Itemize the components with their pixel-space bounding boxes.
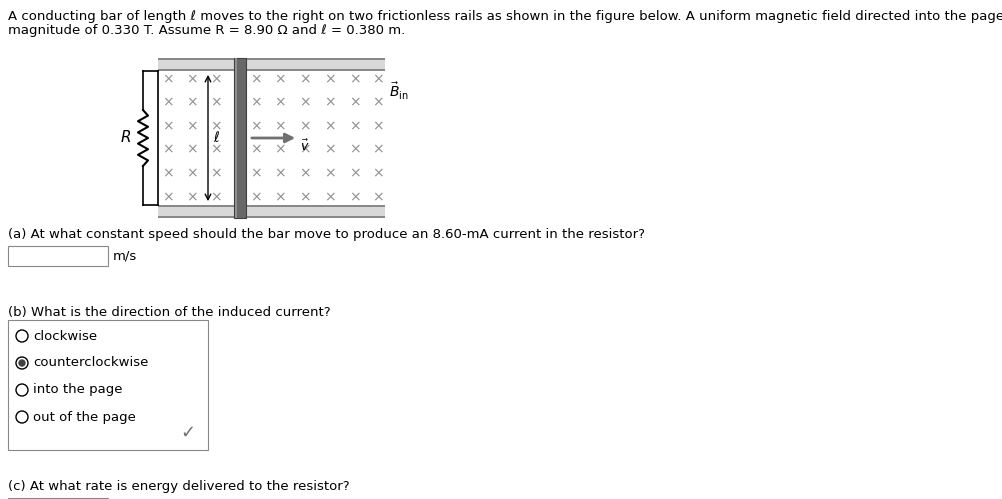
Text: ×: × [349, 190, 361, 204]
Text: ×: × [300, 166, 311, 181]
Text: ×: × [325, 190, 336, 204]
Text: ×: × [275, 190, 286, 204]
Text: ×: × [349, 119, 361, 133]
Text: ×: × [250, 190, 262, 204]
Text: $\vec{v}$: $\vec{v}$ [300, 138, 310, 154]
Text: ×: × [162, 143, 173, 157]
Text: ×: × [275, 72, 286, 86]
Text: ×: × [372, 96, 384, 110]
Text: ×: × [372, 72, 384, 86]
Text: m/s: m/s [113, 250, 137, 262]
Text: ×: × [300, 119, 311, 133]
Text: ×: × [250, 143, 262, 157]
Text: R: R [120, 131, 131, 146]
Text: ×: × [186, 166, 197, 181]
Bar [234, 58, 246, 218]
Text: ×: × [325, 96, 336, 110]
Text: ×: × [372, 166, 384, 181]
Text: ×: × [300, 143, 311, 157]
Text: ×: × [186, 143, 197, 157]
Text: ×: × [162, 190, 173, 204]
Text: ×: × [325, 119, 336, 133]
Text: ×: × [162, 72, 173, 86]
Text: ×: × [210, 72, 221, 86]
Text: counterclockwise: counterclockwise [33, 356, 148, 369]
Bar [8, 320, 208, 450]
Text: ×: × [210, 96, 221, 110]
Text: ×: × [325, 166, 336, 181]
Text: ×: × [349, 96, 361, 110]
Text: ×: × [300, 190, 311, 204]
Text: $\vec{B}_{\mathrm{in}}$: $\vec{B}_{\mathrm{in}}$ [389, 80, 409, 101]
Text: ×: × [300, 96, 311, 110]
Text: clockwise: clockwise [33, 329, 97, 342]
Bar [158, 205, 385, 218]
Text: (b) What is the direction of the induced current?: (b) What is the direction of the induced… [8, 306, 331, 319]
Text: ×: × [372, 143, 384, 157]
Text: ×: × [275, 119, 286, 133]
Text: ×: × [210, 119, 221, 133]
Bar [158, 216, 385, 218]
Text: out of the page: out of the page [33, 411, 136, 424]
Text: ×: × [210, 190, 221, 204]
Text: ×: × [186, 96, 197, 110]
Bar [158, 58, 385, 71]
Text: ×: × [275, 166, 286, 181]
Text: ×: × [210, 166, 221, 181]
Bar [158, 207, 385, 216]
Text: ×: × [162, 166, 173, 181]
Bar [158, 71, 385, 205]
Text: ×: × [349, 143, 361, 157]
Text: ×: × [275, 96, 286, 110]
Text: ×: × [162, 119, 173, 133]
Bar [8, 498, 108, 499]
Text: ×: × [162, 96, 173, 110]
Text: ×: × [325, 143, 336, 157]
Text: (a) At what constant speed should the bar move to produce an 8.60-mA current in : (a) At what constant speed should the ba… [8, 228, 645, 241]
Text: ×: × [372, 119, 384, 133]
Text: ×: × [325, 72, 336, 86]
Text: (c) At what rate is energy delivered to the resistor?: (c) At what rate is energy delivered to … [8, 480, 350, 493]
Bar [158, 69, 385, 71]
Text: ×: × [250, 96, 262, 110]
Text: ×: × [186, 190, 197, 204]
Text: ✓: ✓ [180, 424, 195, 442]
Text: ×: × [250, 119, 262, 133]
Text: magnitude of 0.330 T. Assume R = 8.90 Ω and ℓ = 0.380 m.: magnitude of 0.330 T. Assume R = 8.90 Ω … [8, 24, 405, 37]
Bar [8, 246, 108, 266]
Text: ×: × [349, 72, 361, 86]
Text: ×: × [349, 166, 361, 181]
Text: ×: × [250, 166, 262, 181]
Circle shape [19, 360, 25, 366]
Text: ×: × [210, 143, 221, 157]
Bar [235, 58, 237, 218]
Text: ×: × [250, 72, 262, 86]
Bar [158, 60, 385, 69]
Text: A conducting bar of length ℓ moves to the right on two frictionless rails as sho: A conducting bar of length ℓ moves to th… [8, 10, 1002, 23]
Text: ×: × [372, 190, 384, 204]
Text: ×: × [275, 143, 286, 157]
Text: ×: × [186, 72, 197, 86]
Text: ℓ: ℓ [213, 131, 218, 145]
Text: ×: × [186, 119, 197, 133]
Bar [158, 205, 385, 207]
Bar [158, 58, 385, 60]
Text: ×: × [300, 72, 311, 86]
Text: into the page: into the page [33, 384, 122, 397]
